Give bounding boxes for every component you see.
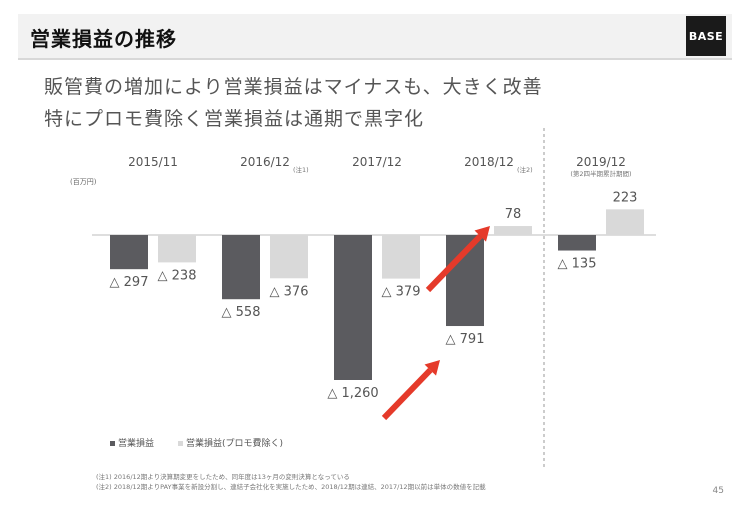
data-label-operating-profit: △ 1,260	[327, 386, 378, 401]
bar-operating-profit-ex-promo	[382, 235, 420, 279]
category-note: (第2四半期累計期間)	[570, 169, 631, 178]
category-label: 2018/12	[464, 155, 514, 169]
data-label-ex-promo: 78	[505, 207, 522, 222]
data-label-operating-profit: △ 297	[110, 275, 149, 290]
improvement-arrow-operating-profit	[381, 360, 440, 421]
legend-label-ex-promo: 営業損益(プロモ費除く)	[186, 437, 283, 449]
unit-label: (百万円)	[70, 178, 97, 186]
footnote-1: (注1) 2016/12期より決算期変更をしたため、同年度は13ヶ月の変則決算と…	[96, 473, 350, 481]
bar-operating-profit	[222, 235, 260, 300]
data-label-operating-profit: △ 558	[222, 305, 261, 320]
category-label: 2016/12	[240, 155, 290, 169]
bar-operating-profit	[334, 235, 372, 380]
data-label-operating-profit: △ 791	[446, 332, 485, 347]
data-label-ex-promo: △ 379	[382, 285, 421, 300]
bar-operating-profit-ex-promo	[270, 235, 308, 279]
subtitle-line-2: 特にプロモ費除く営業損益は通期で黒字化	[44, 108, 425, 130]
category-note: (注2)	[517, 165, 533, 174]
page-title: 営業損益の推移	[30, 27, 177, 51]
category-label: 2019/12	[576, 155, 626, 169]
category-label: 2017/12	[352, 155, 402, 169]
legend-label-operating-profit: 営業損益	[118, 437, 154, 449]
data-label-operating-profit: △ 135	[558, 257, 597, 272]
improvement-arrow-ex-promo	[425, 226, 490, 293]
base-logo: BASE	[686, 16, 726, 56]
bar-operating-profit-ex-promo	[494, 226, 532, 235]
bar-operating-profit	[558, 235, 596, 251]
category-label: 2015/11	[128, 155, 178, 169]
legend-swatch-ex-promo	[178, 441, 183, 446]
subtitle-line-1: 販管費の増加により営業損益はマイナスも、大きく改善	[44, 76, 543, 98]
title-bar: 営業損益の推移 BASE	[18, 14, 732, 60]
legend-swatch-operating-profit	[110, 441, 115, 446]
data-label-ex-promo: △ 376	[270, 284, 309, 299]
bar-operating-profit	[110, 235, 148, 270]
data-label-ex-promo: 223	[613, 190, 638, 205]
bar-operating-profit-ex-promo	[606, 209, 644, 235]
page-number: 45	[712, 486, 724, 496]
footnote-2: (注2) 2018/12期よりPAY事業を新設分割し、連結子会社化を実施したため…	[96, 483, 486, 491]
bar-operating-profit-ex-promo	[158, 235, 196, 263]
data-label-ex-promo: △ 238	[158, 268, 197, 283]
footnotes: (注1) 2016/12期より決算期変更をしたため、同年度は13ヶ月の変則決算と…	[96, 472, 486, 492]
category-note: (注1)	[293, 165, 309, 174]
